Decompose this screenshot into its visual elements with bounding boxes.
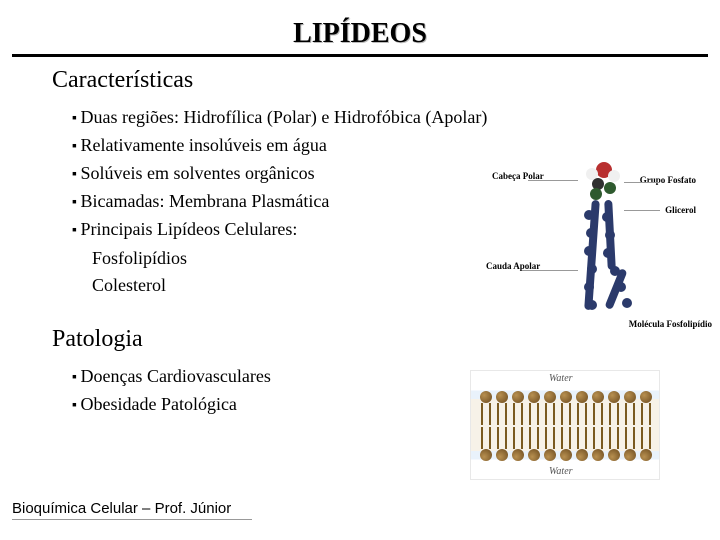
- callout-line: [624, 182, 660, 183]
- title-divider: [12, 54, 708, 57]
- characteristics-heading: Características: [0, 67, 720, 94]
- label-molecule: Molécula Fosfolipídio: [629, 320, 712, 330]
- list-item: Duas regiões: Hidrofílica (Polar) e Hidr…: [72, 104, 720, 132]
- molecule-head-icon: [582, 162, 624, 196]
- page-title: LIPÍDEOS: [0, 0, 720, 50]
- bilayer-diagram: Water Water: [470, 370, 660, 480]
- footer: Bioquímica Celular – Prof. Júnior: [12, 500, 252, 520]
- label-glycerol: Glicerol: [665, 206, 696, 216]
- label-water-top: Water: [549, 373, 573, 384]
- footer-divider: [12, 519, 252, 520]
- footer-text: Bioquímica Celular – Prof. Júnior: [12, 500, 231, 517]
- callout-line: [624, 210, 660, 211]
- callout-line: [522, 270, 578, 271]
- label-phosphate-group: Grupo Fosfato: [640, 176, 696, 186]
- label-water-bottom: Water: [549, 466, 573, 477]
- callout-line: [528, 180, 578, 181]
- phospholipid-diagram: Cabeça Polar Grupo Fosfato Glicerol Caud…: [494, 150, 694, 340]
